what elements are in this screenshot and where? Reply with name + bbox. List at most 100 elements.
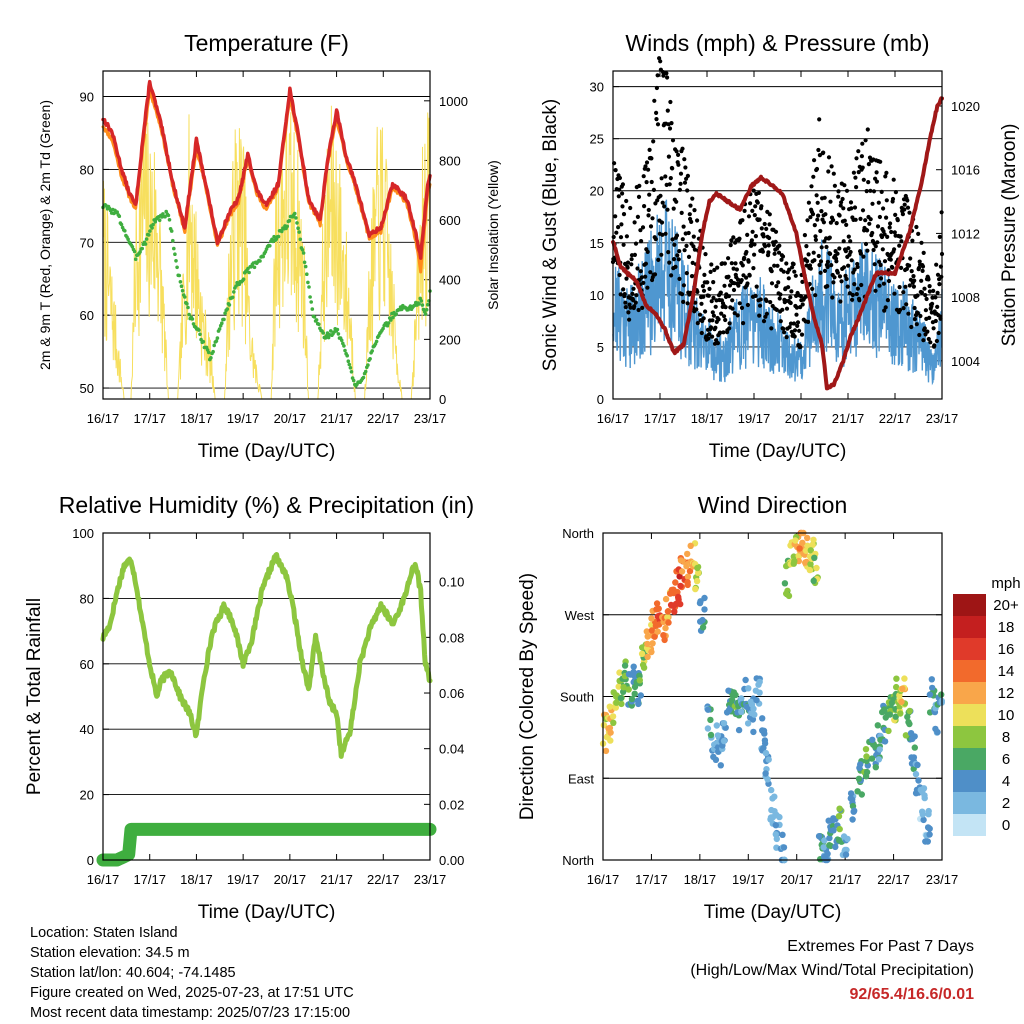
- dewpoint-point: [206, 350, 211, 355]
- dewpoint-point: [317, 322, 321, 327]
- direction-point: [628, 695, 636, 703]
- gust-point: [830, 295, 835, 300]
- direction-point: [687, 542, 694, 549]
- gust-point: [669, 121, 674, 126]
- y-tick-label: 40: [80, 722, 94, 737]
- direction-point: [897, 710, 904, 717]
- gust-point: [632, 304, 637, 309]
- gust-point: [780, 307, 785, 312]
- direction-point: [760, 744, 767, 752]
- gust-point: [753, 234, 759, 239]
- gust-point: [911, 274, 916, 279]
- direction-point: [874, 722, 881, 729]
- direction-point: [644, 653, 651, 660]
- gust-point: [919, 278, 924, 283]
- direction-series: [599, 529, 945, 864]
- gust-point: [759, 204, 764, 209]
- direction-point: [648, 648, 655, 656]
- y-tick-label: 5: [597, 340, 604, 355]
- direction-point: [934, 728, 941, 736]
- gust-point: [701, 288, 707, 293]
- gust-point: [715, 265, 720, 270]
- extremes-title: Extremes For Past 7 Days: [787, 938, 974, 955]
- direction-point: [676, 573, 683, 580]
- gust-point: [639, 239, 644, 244]
- gust-point: [645, 249, 650, 254]
- x-tick-label: 19/17: [732, 872, 765, 887]
- direction-point: [759, 715, 766, 722]
- dewpoint-point: [385, 323, 390, 328]
- gust-point: [925, 329, 930, 334]
- dewpoint-series: [101, 203, 432, 388]
- gust-point: [837, 274, 843, 279]
- gust-point: [751, 266, 756, 271]
- direction-point: [898, 698, 905, 705]
- gust-point: [757, 217, 762, 222]
- dewpoint-point: [361, 375, 366, 380]
- gust-point: [633, 241, 639, 246]
- dewpoint-point: [300, 248, 305, 252]
- direction-point: [919, 808, 926, 815]
- gust-point: [733, 261, 738, 266]
- gust-point: [773, 229, 779, 234]
- gust-point: [871, 189, 877, 194]
- colorbar-swatch: [953, 704, 986, 726]
- x-tick-label: 23/17: [926, 411, 959, 426]
- gust-point: [645, 285, 650, 290]
- gust-point: [777, 243, 782, 248]
- gust-point: [641, 280, 646, 285]
- direction-point: [602, 747, 610, 755]
- gust-point: [684, 271, 689, 276]
- direction-point: [886, 711, 893, 718]
- gust-point: [710, 334, 715, 339]
- gust-point: [822, 268, 828, 273]
- gust-point: [838, 299, 843, 304]
- direction-point: [697, 618, 704, 625]
- chart-title: Relative Humidity (%) & Precipitation (i…: [59, 492, 474, 518]
- direction-point: [821, 837, 828, 844]
- gust-point: [613, 168, 618, 173]
- gust-point: [729, 261, 734, 266]
- direction-point: [911, 744, 918, 751]
- gust-point: [902, 207, 907, 212]
- gust-point: [879, 189, 884, 194]
- gust-point: [663, 231, 668, 236]
- gust-point: [780, 254, 786, 259]
- gust-point: [703, 252, 708, 257]
- gust-point: [836, 194, 841, 199]
- gust-point: [670, 166, 675, 171]
- gust-point: [902, 202, 907, 207]
- gust-point: [635, 214, 641, 219]
- chart-title: Wind Direction: [698, 492, 848, 518]
- gust-point: [667, 182, 672, 187]
- gust-point: [711, 313, 717, 318]
- gust-point: [679, 210, 684, 215]
- gust-point: [667, 126, 673, 131]
- direction-point: [759, 727, 766, 734]
- gust-point: [638, 228, 643, 233]
- direction-point: [671, 608, 678, 615]
- gust-point: [773, 239, 778, 244]
- gust-point: [900, 212, 906, 217]
- gust-point: [642, 204, 647, 209]
- station-latlon: Station lat/lon: 40.604; -74.1485: [30, 965, 236, 981]
- x-tick-label: 23/17: [926, 872, 959, 887]
- x-tick-label: 21/17: [832, 411, 865, 426]
- gust-point: [838, 203, 843, 208]
- gust-point: [662, 204, 667, 209]
- dewpoint-point: [370, 349, 375, 353]
- plot-frame: [612, 70, 943, 400]
- dewpoint-point: [303, 264, 308, 269]
- temp-9m-line: [101, 88, 432, 274]
- gust-point: [909, 269, 914, 274]
- gust-point: [677, 187, 683, 192]
- gust-point: [750, 208, 755, 213]
- gust-point: [655, 73, 660, 78]
- gust-point: [918, 313, 923, 319]
- y-tick-label: 10: [590, 288, 604, 303]
- gust-point: [908, 277, 914, 282]
- gust-point: [878, 276, 884, 281]
- gust-point: [689, 219, 694, 224]
- gust-point: [676, 162, 681, 167]
